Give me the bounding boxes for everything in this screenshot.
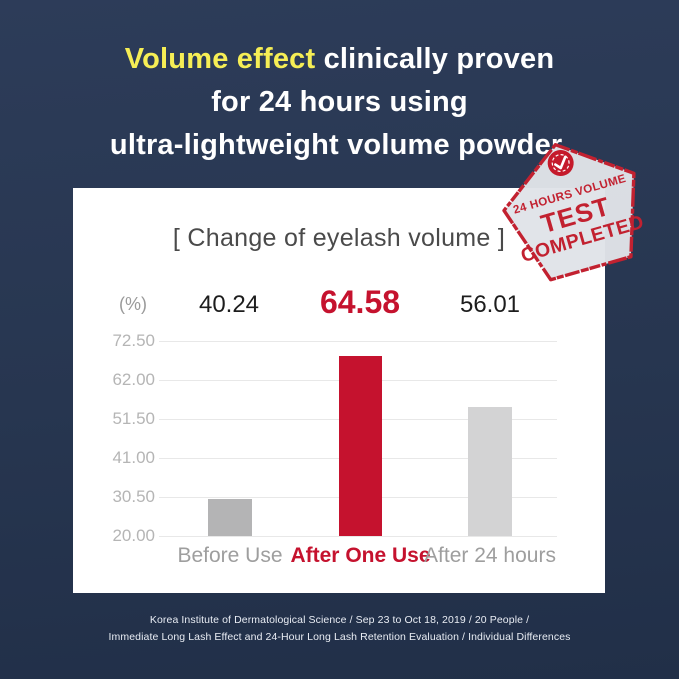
stamp-badge-circle: [547, 150, 574, 177]
category-label: After One Use: [290, 544, 431, 567]
value-label: 40.24: [198, 291, 260, 318]
y-axis-tick-label: 51.50: [112, 409, 155, 428]
category-label: After 24 hours: [424, 544, 556, 567]
unit-label: (%): [119, 294, 147, 314]
y-axis-tick-label: 30.50: [112, 487, 155, 506]
value-label: 56.01: [459, 291, 521, 318]
y-axis-tick-label: 72.50: [112, 331, 155, 350]
headline-line-1-rest: clinically proven: [315, 43, 555, 75]
headline: Volume effect clinically proven for 24 h…: [0, 38, 679, 167]
y-axis-tick-label: 41.00: [112, 448, 155, 467]
footer-line-2: Immediate Long Lash Effect and 24-Hour L…: [108, 631, 571, 643]
footer: Korea Institute of Dermatological Scienc…: [0, 612, 679, 646]
bar-after-24-hours: [468, 407, 512, 536]
bar-after-one-use: [339, 356, 382, 536]
footer-line-1: Korea Institute of Dermatological Scienc…: [149, 614, 530, 626]
category-label: Before Use: [177, 544, 283, 567]
stamp-pentagon: [502, 143, 636, 282]
bar-before-use: [208, 499, 252, 536]
headline-highlight: Volume effect: [124, 43, 316, 75]
y-axis-tick-label: 62.00: [112, 370, 155, 389]
stamp-badge-ring: [551, 154, 570, 173]
chart-card: [ Change of eyelash volume ] (%) 72.50 62…: [73, 188, 605, 593]
headline-line-3: ultra-lightweight volume powder.: [109, 129, 570, 161]
gridline: [159, 536, 557, 537]
headline-line-1: Volume effect clinically proven: [0, 38, 679, 81]
chart-title: [ Change of eyelash volume ]: [172, 224, 506, 252]
gridline: [159, 341, 557, 342]
check-icon: [554, 155, 567, 170]
value-label: 64.58: [319, 284, 401, 320]
y-axis-tick-label: 20.00: [112, 526, 155, 545]
test-completed-stamp: 24 HOURS VOLUME TEST COMPLETED: [502, 143, 646, 282]
headline-line-2: for 24 hours using: [211, 86, 468, 118]
